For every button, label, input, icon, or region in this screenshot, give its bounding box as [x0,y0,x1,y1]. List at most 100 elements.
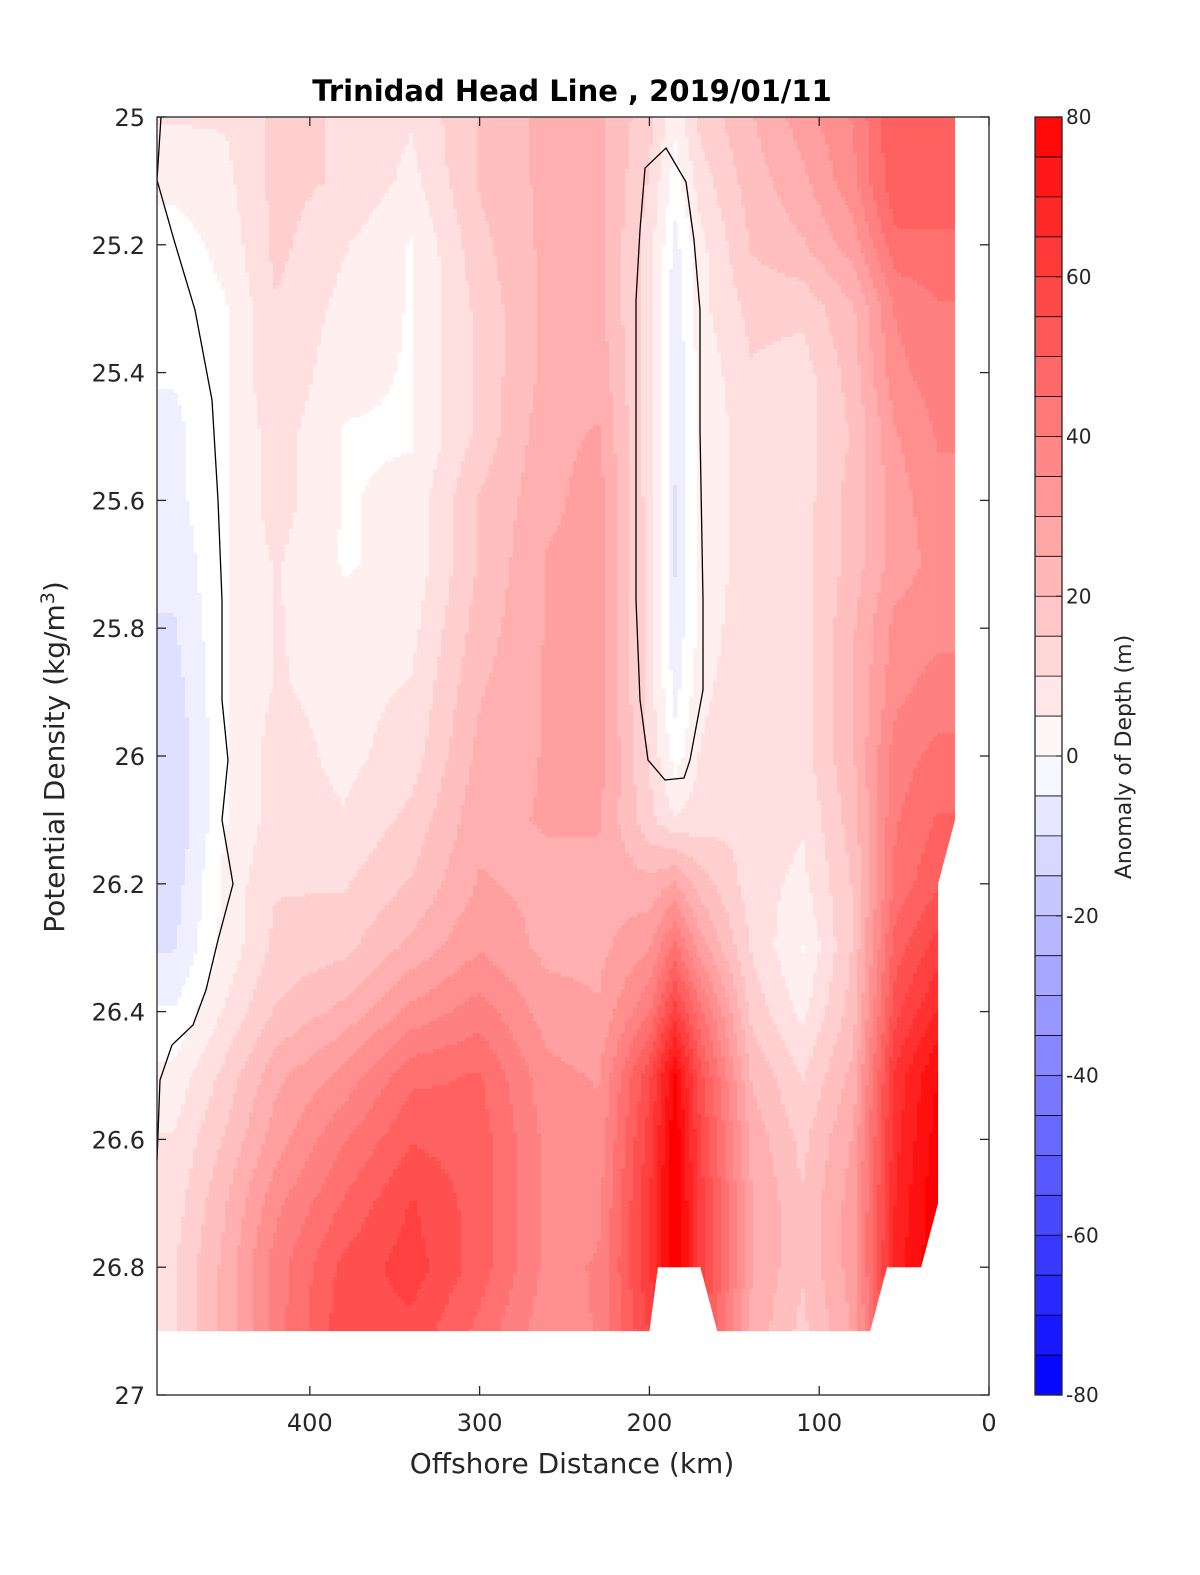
contour-cell [281,149,286,154]
contour-cell [373,165,378,170]
contour-cell [877,149,882,154]
contour-cell [585,149,590,154]
contour-cell [309,129,314,134]
contour-cell [569,133,574,138]
contour-cell [397,157,402,162]
contour-cell [781,153,786,158]
contour-cell [233,165,238,170]
contour-cell [701,137,706,142]
contour-cell [417,153,422,158]
contour-cell [893,149,898,154]
contour-cell [813,137,818,142]
contour-cell [333,137,338,142]
contour-cell [237,153,242,158]
contour-cell [429,117,434,122]
contour-cell [593,141,598,146]
contour-cell [717,121,722,126]
contour-cell [197,141,202,146]
contour-cell [653,129,658,134]
contour-cell [557,121,562,126]
contour-cell [333,125,338,130]
contour-cell [869,149,874,154]
contour-cell [693,149,698,154]
contour-cell [929,137,934,142]
contour-cell [177,165,182,170]
contour-cell [705,133,710,138]
contour-cell [829,121,834,126]
contour-cell [493,149,498,154]
contour-cell [241,129,246,134]
contour-cell [293,157,298,162]
contour-cell [469,165,474,170]
contour-cell [849,145,854,150]
contour-cell [489,133,494,138]
contour-cell [829,129,834,134]
contour-cell [565,125,570,130]
contour-cell [701,117,706,122]
contour-cell [865,133,870,138]
contour-cell [349,121,354,126]
contour-cell [793,149,798,154]
contour-cell [865,141,870,146]
contour-cell [561,133,566,138]
contour-cell [733,165,738,170]
contour-cell [845,165,850,170]
contour-cell [545,117,550,122]
contour-cell [509,141,514,146]
contour-cell [257,145,262,150]
contour-cell [381,125,386,130]
contour-cell [825,149,830,154]
contour-cell [197,137,202,142]
contour-cell [813,121,818,126]
contour-cell [785,117,790,122]
contour-cell [169,153,174,158]
contour-cell [621,153,626,158]
contour-cell [613,129,618,134]
contour-cell [437,121,442,126]
contour-cell [605,137,610,142]
contour-cell [797,133,802,138]
contour-cell [553,133,558,138]
contour-cell [829,153,834,158]
contour-cell [529,129,534,134]
contour-cell [513,145,518,150]
contour-cell [581,137,586,142]
contour-cell [893,133,898,138]
contour-cell [905,153,910,158]
contour-cell [193,125,198,130]
contour-cell [233,149,238,154]
contour-cell [437,161,442,166]
contour-cell [413,117,418,122]
contour-cell [321,149,326,154]
contour-cell [733,117,738,122]
contour-cell [401,121,406,126]
contour-cell [197,153,202,158]
contour-cell [853,117,858,122]
contour-cell [509,125,514,130]
contour-cell [677,149,682,154]
contour-cell [929,157,934,162]
contour-cell [253,157,258,162]
contour-cell [809,125,814,130]
contour-cell [629,149,634,154]
contour-cell [369,145,374,150]
contour-cell [337,133,342,138]
contour-cell [733,157,738,162]
contour-cell [177,141,182,146]
contour-cell [801,117,806,122]
contour-cell [857,125,862,130]
contour-cell [161,137,166,142]
contour-cell [329,133,334,138]
contour-cell [849,137,854,142]
contour-cell [245,133,250,138]
contour-cell [345,141,350,146]
contour-cell [197,165,202,170]
contour-cell [877,157,882,162]
contour-cell [313,121,318,126]
contour-cell [629,165,634,170]
contour-cell [745,153,750,158]
contour-cell [573,137,578,142]
contour-cell [425,129,430,134]
contour-cell [893,161,898,166]
contour-cell [761,165,766,170]
